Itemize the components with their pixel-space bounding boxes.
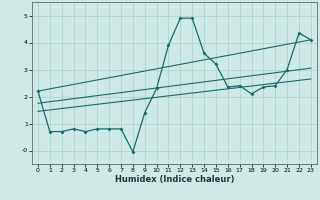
X-axis label: Humidex (Indice chaleur): Humidex (Indice chaleur): [115, 175, 234, 184]
